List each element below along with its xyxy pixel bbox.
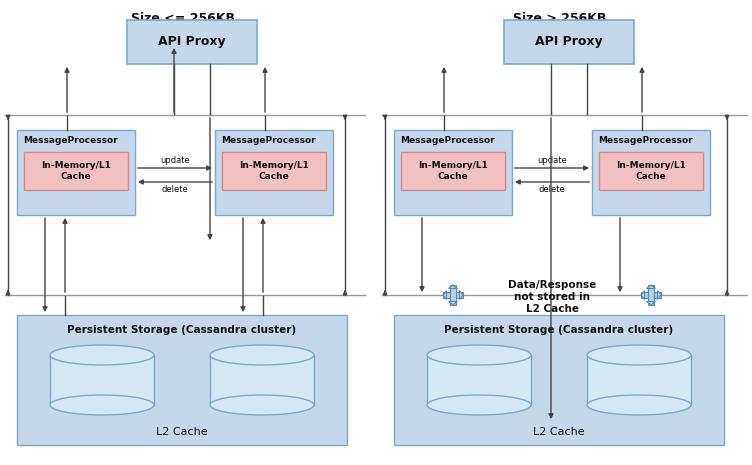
Text: In-Memory/L1
Cache: In-Memory/L1 Cache [41, 161, 111, 181]
Text: API Proxy: API Proxy [535, 35, 603, 48]
Bar [215, 130, 333, 215]
Text: In-Memory/L1
Cache: In-Memory/L1 Cache [418, 161, 488, 181]
Bar [17, 130, 135, 215]
Polygon shape [443, 291, 447, 299]
Bar [427, 355, 531, 405]
Text: delete: delete [162, 185, 188, 194]
Text: MessageProcessor: MessageProcessor [23, 136, 117, 145]
Bar [592, 130, 710, 215]
Bar [599, 152, 703, 190]
Bar [641, 292, 661, 298]
Bar [394, 315, 724, 445]
Text: Data/Response
not stored in
L2 Cache: Data/Response not stored in L2 Cache [508, 280, 596, 313]
Text: update: update [537, 156, 567, 165]
Text: API Proxy: API Proxy [158, 35, 226, 48]
Polygon shape [449, 301, 457, 305]
Text: Size > 256KB: Size > 256KB [514, 12, 607, 25]
Bar [648, 285, 653, 305]
Text: delete: delete [538, 185, 566, 194]
Polygon shape [641, 291, 644, 299]
Text: Persistent Storage (Cassandra cluster): Persistent Storage (Cassandra cluster) [444, 325, 674, 335]
Text: MessageProcessor: MessageProcessor [598, 136, 693, 145]
Text: update: update [160, 156, 190, 165]
Bar [401, 152, 505, 190]
Bar [443, 292, 463, 298]
Text: MessageProcessor: MessageProcessor [400, 136, 495, 145]
Bar [394, 130, 512, 215]
Bar [587, 355, 691, 405]
Ellipse shape [50, 345, 154, 365]
Text: Persistent Storage (Cassandra cluster): Persistent Storage (Cassandra cluster) [68, 325, 296, 335]
Ellipse shape [210, 345, 314, 365]
Text: In-Memory/L1
Cache: In-Memory/L1 Cache [616, 161, 686, 181]
Polygon shape [647, 285, 656, 288]
Bar [24, 152, 128, 190]
Text: MessageProcessor: MessageProcessor [221, 136, 316, 145]
Ellipse shape [210, 395, 314, 415]
Polygon shape [449, 285, 457, 288]
Bar [450, 285, 456, 305]
Text: Size <= 256KB: Size <= 256KB [131, 12, 235, 25]
Ellipse shape [587, 345, 691, 365]
Bar [504, 20, 634, 64]
Ellipse shape [587, 395, 691, 415]
Ellipse shape [427, 395, 531, 415]
Bar [222, 152, 326, 190]
Polygon shape [459, 291, 463, 299]
Text: L2 Cache: L2 Cache [156, 427, 208, 437]
Ellipse shape [50, 395, 154, 415]
Bar [50, 355, 154, 405]
Polygon shape [647, 301, 656, 305]
Ellipse shape [427, 345, 531, 365]
Polygon shape [657, 291, 661, 299]
Bar [127, 20, 257, 64]
Bar [17, 315, 347, 445]
Bar [210, 355, 314, 405]
Text: In-Memory/L1
Cache: In-Memory/L1 Cache [239, 161, 309, 181]
Text: L2 Cache: L2 Cache [533, 427, 585, 437]
